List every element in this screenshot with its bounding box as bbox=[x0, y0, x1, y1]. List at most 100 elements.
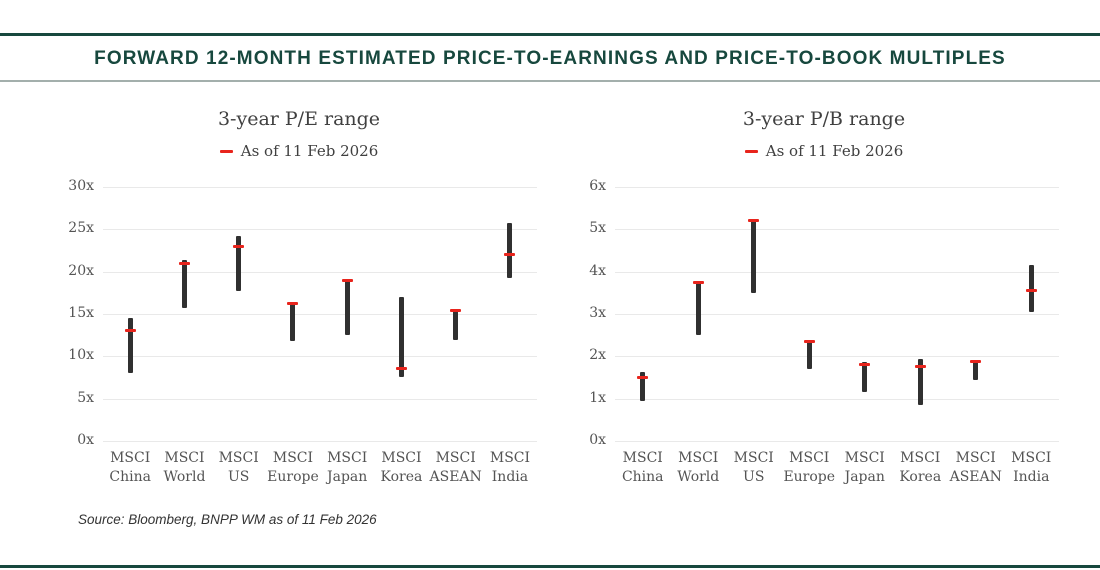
category-label-line1: MSCI bbox=[733, 450, 774, 466]
category-label-line2: Europe bbox=[783, 469, 836, 485]
current-value-marker bbox=[692, 280, 704, 284]
category-label-line2: ASEAN bbox=[949, 469, 1002, 485]
category-label-line2: China bbox=[109, 469, 151, 485]
y-tick-label: 6x bbox=[589, 178, 606, 194]
legend-label: As of 11 Feb 2026 bbox=[240, 142, 379, 160]
chart-title: 3-year P/E range bbox=[217, 108, 381, 130]
y-tick-label: 4x bbox=[589, 262, 606, 279]
range-bar bbox=[751, 220, 757, 293]
range-bar bbox=[344, 279, 350, 336]
gridline bbox=[615, 271, 1059, 273]
gridline bbox=[103, 441, 537, 442]
category-label-line1: MSCI bbox=[327, 450, 368, 466]
current-value-marker bbox=[803, 340, 815, 343]
category-label: MSCI India bbox=[1004, 449, 1060, 487]
y-tick-label: 3x bbox=[589, 305, 606, 321]
legend-label: As of 11 Feb 2026 bbox=[765, 142, 904, 160]
current-value-marker bbox=[341, 278, 353, 282]
range-bar bbox=[453, 309, 459, 341]
category-label-line1: MSCI bbox=[844, 450, 885, 466]
current-value-marker bbox=[395, 366, 407, 370]
category-label-line1: MSCI bbox=[272, 450, 314, 466]
range-bar bbox=[181, 259, 187, 309]
category-label-line1: MSCI bbox=[381, 450, 422, 466]
category-label-line2: ASEAN bbox=[429, 469, 482, 485]
category-label: MSCI India bbox=[483, 449, 537, 487]
current-value-marker bbox=[748, 219, 760, 223]
current-value-marker bbox=[287, 301, 299, 305]
gridline bbox=[615, 229, 1059, 231]
chart-legend: As of 11 Feb 2026 bbox=[585, 141, 1063, 161]
category-label-line1: MSCI bbox=[435, 450, 476, 466]
y-tick-label: 2x bbox=[589, 347, 606, 364]
category-label-line1: MSCI bbox=[164, 450, 205, 466]
range-bar bbox=[806, 340, 812, 369]
y-tick-label: 1x bbox=[589, 389, 606, 406]
current-value-marker bbox=[124, 329, 136, 333]
category-label-line2: Korea bbox=[380, 469, 423, 485]
gridline bbox=[615, 356, 1059, 358]
current-value-marker bbox=[914, 365, 926, 369]
category-label-line1: MSCI bbox=[900, 450, 941, 466]
gridline bbox=[103, 356, 537, 358]
top-accent-rule bbox=[0, 33, 1100, 36]
category-label-line2: Europe bbox=[267, 469, 319, 485]
gridline bbox=[103, 314, 537, 315]
legend-red-dash-icon bbox=[219, 149, 233, 153]
category-label-line2: US bbox=[227, 469, 250, 485]
range-bar bbox=[398, 297, 404, 377]
category-label: MSCI World bbox=[157, 449, 211, 487]
bottom-accent-rule bbox=[0, 565, 1100, 568]
y-tick-label: 20x bbox=[68, 262, 94, 279]
y-tick-label: 10x bbox=[68, 347, 94, 364]
category-label: MSCI World bbox=[671, 449, 727, 487]
category-label-line2: US bbox=[743, 469, 765, 485]
category-label: MSCI Europe bbox=[782, 449, 838, 487]
range-bar bbox=[507, 223, 513, 279]
category-label: MSCI US bbox=[212, 449, 266, 487]
category-label-line1: MSCI bbox=[1011, 450, 1052, 466]
category-label-line1: MSCI bbox=[955, 450, 996, 466]
category-label: MSCI Korea bbox=[374, 449, 428, 487]
y-tick-label: 5x bbox=[77, 389, 94, 406]
y-tick-label: 0x bbox=[589, 432, 606, 448]
y-tick-label: 0x bbox=[77, 432, 94, 448]
gridline bbox=[103, 271, 537, 273]
category-label-line1: MSCI bbox=[622, 450, 663, 466]
source-note: Source: Bloomberg, BNPP WM as of 11 Feb … bbox=[78, 512, 377, 527]
range-bar bbox=[236, 236, 242, 292]
gridline bbox=[615, 441, 1059, 442]
range-bar bbox=[640, 372, 646, 401]
current-value-marker bbox=[178, 261, 190, 265]
range-bar bbox=[1028, 265, 1034, 312]
category-label: MSCI Japan bbox=[837, 449, 893, 487]
range-bar bbox=[290, 302, 296, 341]
pe-range-chart: 3-year P/E range As of 11 Feb 2026 0x 5x 10x… bbox=[60, 105, 538, 505]
y-tick-label: 15x bbox=[68, 305, 94, 321]
current-value-marker bbox=[970, 359, 982, 363]
category-label: MSCI China bbox=[615, 449, 671, 487]
header-divider-rule bbox=[0, 80, 1100, 82]
category-label-line1: MSCI bbox=[489, 450, 531, 466]
category-label-line2: India bbox=[491, 469, 529, 485]
chart-title: 3-year P/B range bbox=[742, 108, 906, 130]
current-value-marker bbox=[1025, 289, 1037, 293]
y-tick-label: 30x bbox=[68, 178, 94, 194]
range-bar bbox=[862, 362, 868, 393]
current-value-marker bbox=[859, 363, 871, 367]
category-label-line1: MSCI bbox=[789, 450, 830, 466]
category-label: MSCI Europe bbox=[266, 449, 320, 487]
gridline bbox=[615, 398, 1059, 400]
category-label-line2: Japan bbox=[844, 469, 885, 485]
current-value-marker bbox=[233, 244, 245, 248]
legend-red-dash-icon bbox=[744, 149, 758, 153]
category-label-line2: World bbox=[677, 469, 720, 485]
range-bar bbox=[973, 359, 979, 380]
category-label-line1: MSCI bbox=[218, 450, 259, 466]
range-bar bbox=[695, 281, 701, 336]
gridline bbox=[103, 187, 537, 188]
gridline bbox=[103, 229, 537, 231]
category-label: MSCI Korea bbox=[893, 449, 949, 487]
category-label: MSCI US bbox=[726, 449, 782, 487]
